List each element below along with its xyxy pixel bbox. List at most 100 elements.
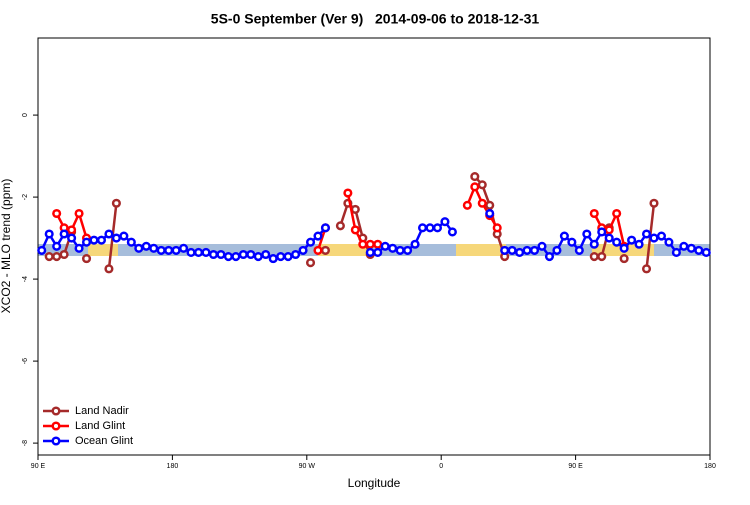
data-point	[343, 188, 353, 198]
data-point	[552, 245, 562, 255]
data-point	[619, 243, 629, 253]
data-point	[694, 245, 704, 255]
data-point	[67, 225, 77, 235]
data-point	[171, 245, 181, 255]
data-point	[604, 233, 614, 243]
data-point	[67, 233, 77, 243]
data-point	[305, 258, 316, 268]
data-point	[111, 233, 121, 243]
x-tick-label: 180	[704, 463, 716, 470]
land-band	[88, 244, 118, 256]
data-point	[104, 264, 114, 274]
land-band	[456, 244, 506, 256]
data-point	[477, 180, 487, 190]
data-point	[589, 239, 599, 249]
legend-marker	[51, 436, 61, 446]
data-point	[612, 208, 622, 219]
data-point	[358, 239, 368, 249]
data-point	[395, 245, 405, 255]
data-point	[410, 239, 420, 249]
data-point	[686, 243, 696, 253]
x-tick-label: 90 E	[568, 463, 583, 470]
data-point	[238, 249, 248, 260]
data-point	[216, 249, 226, 260]
data-point	[313, 245, 323, 255]
data-point	[425, 223, 435, 233]
data-point	[627, 235, 637, 245]
data-point	[320, 245, 331, 255]
data-point	[671, 247, 681, 257]
data-point	[81, 237, 92, 247]
data-point	[380, 241, 390, 251]
data-point	[59, 229, 69, 239]
data-point	[417, 223, 428, 233]
data-point	[305, 237, 316, 247]
data-point	[447, 227, 457, 237]
x-axis-label: Longitude	[348, 476, 401, 490]
data-point	[223, 251, 233, 262]
data-point	[313, 231, 323, 241]
data-point	[604, 225, 614, 235]
data-point	[126, 237, 136, 247]
data-point	[320, 223, 331, 233]
data-point	[641, 229, 652, 239]
data-point	[589, 208, 599, 219]
data-point	[470, 172, 480, 182]
data-point	[44, 229, 54, 239]
data-point	[485, 200, 495, 210]
data-point	[574, 245, 584, 255]
data-point	[164, 245, 174, 255]
data-point	[388, 243, 398, 253]
data-point	[679, 241, 689, 251]
data-point	[537, 241, 547, 251]
legend-marker	[51, 406, 61, 416]
data-point	[253, 251, 263, 262]
data-point	[208, 249, 219, 260]
y-tick-label: -2	[22, 194, 29, 200]
data-point	[141, 241, 151, 251]
data-point	[350, 225, 360, 235]
data-point	[567, 237, 577, 247]
y-tick-label: -8	[22, 440, 29, 446]
data-point	[335, 221, 345, 231]
data-point	[522, 245, 532, 255]
data-point	[559, 231, 569, 241]
data-point	[403, 245, 413, 255]
data-point	[134, 243, 144, 253]
data-point	[597, 251, 607, 262]
data-point	[515, 247, 525, 257]
land-band	[318, 244, 368, 256]
data-point	[619, 254, 629, 264]
data-point	[485, 208, 495, 219]
data-point	[179, 243, 189, 253]
data-point	[119, 231, 129, 241]
data-point	[111, 198, 121, 208]
data-point	[156, 245, 166, 255]
x-tick-label: 0	[439, 463, 443, 470]
data-point	[432, 223, 443, 233]
data-point	[373, 239, 383, 249]
y-tick-label: -6	[22, 358, 29, 364]
data-point	[96, 235, 107, 245]
data-point	[641, 264, 652, 274]
x-tick-label: 90 W	[299, 463, 316, 470]
data-point	[186, 247, 196, 257]
data-point	[373, 247, 383, 257]
data-point	[597, 227, 607, 237]
data-point	[582, 229, 592, 239]
data-point	[701, 247, 711, 257]
data-point	[52, 251, 62, 262]
data-point	[664, 237, 674, 247]
data-point	[589, 251, 599, 262]
data-point	[231, 251, 241, 262]
data-point	[492, 223, 502, 233]
data-point	[74, 208, 84, 219]
data-point	[201, 247, 211, 257]
data-point	[81, 254, 92, 264]
data-point	[59, 249, 69, 260]
legend-marker	[51, 421, 61, 431]
legend-label: Land Nadir	[75, 405, 129, 417]
data-point	[52, 208, 62, 219]
data-point	[298, 245, 308, 255]
